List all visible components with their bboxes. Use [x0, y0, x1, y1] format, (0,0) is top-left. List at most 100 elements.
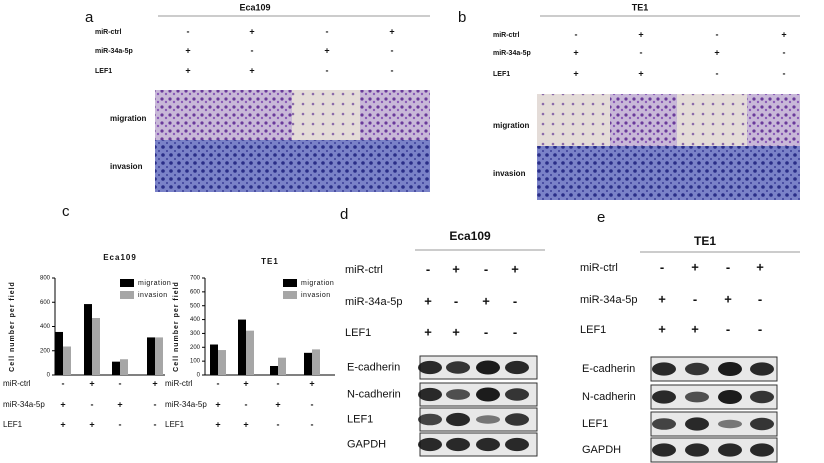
- condition-label: LEF1: [165, 420, 185, 429]
- sign: -: [391, 45, 394, 55]
- sign: -: [693, 291, 697, 306]
- sign: -: [217, 378, 220, 388]
- sign: -: [311, 399, 314, 409]
- blot-band: [652, 390, 676, 404]
- condition-label: LEF1: [3, 420, 23, 429]
- sign: -: [154, 399, 157, 409]
- row-label: miR-34a-5p: [493, 50, 531, 57]
- bar: [120, 359, 128, 375]
- bar: [147, 337, 155, 375]
- row-label: LEF1: [345, 327, 371, 339]
- sign: +: [152, 378, 157, 388]
- legend-swatch: [283, 279, 297, 287]
- sign: +: [511, 261, 519, 276]
- panel-title: Eca109: [239, 2, 270, 12]
- sign: -: [277, 419, 280, 429]
- sign: +: [482, 293, 490, 308]
- blot-band: [505, 388, 529, 401]
- sign: +: [714, 47, 719, 57]
- sign: +: [89, 378, 94, 388]
- blot-label: N-cadherin: [582, 391, 636, 403]
- sign: -: [119, 419, 122, 429]
- condition-label: miR-34a-5p: [165, 400, 207, 409]
- sign: -: [62, 378, 65, 388]
- legend-swatch: [120, 279, 134, 287]
- sign: -: [783, 68, 786, 78]
- panel-title: Eca109: [449, 229, 491, 243]
- panel-label: c: [62, 203, 70, 220]
- y-tick-label: 600: [40, 300, 51, 306]
- sign: +: [185, 65, 190, 75]
- sign: +: [756, 259, 764, 274]
- blot-band: [652, 418, 676, 430]
- sign: +: [452, 261, 460, 276]
- sign: +: [117, 399, 122, 409]
- row-label: miR-ctrl: [345, 264, 383, 276]
- legend-swatch: [120, 291, 134, 299]
- sign: -: [187, 26, 190, 36]
- sign: -: [484, 261, 488, 276]
- sign: -: [640, 47, 643, 57]
- blot-label: GAPDH: [347, 438, 386, 450]
- sign: +: [573, 47, 578, 57]
- sign: -: [426, 261, 430, 276]
- sign: -: [513, 293, 517, 308]
- blot-band: [476, 415, 500, 424]
- bar: [155, 337, 163, 375]
- y-tick-label: 600: [190, 289, 201, 295]
- row-label: LEF1: [95, 68, 112, 75]
- sign: -: [326, 65, 329, 75]
- blot-label: LEF1: [347, 413, 373, 425]
- sign: +: [215, 419, 220, 429]
- sign: -: [91, 399, 94, 409]
- blot-band: [476, 360, 500, 375]
- legend-label: invasion: [301, 292, 331, 299]
- sign: -: [513, 324, 517, 339]
- sign: +: [185, 45, 190, 55]
- blot-label: E-cadherin: [582, 363, 635, 375]
- blot-label: E-cadherin: [347, 361, 400, 373]
- y-tick-label: 0: [47, 373, 51, 379]
- row-label: miR-ctrl: [95, 29, 122, 36]
- legend-label: migration: [301, 280, 334, 287]
- sign: +: [309, 378, 314, 388]
- y-axis-label: Cell number per field: [173, 281, 180, 372]
- y-tick-label: 200: [190, 345, 201, 351]
- cell-images: [155, 90, 800, 200]
- chart-title: Eca109: [103, 253, 137, 262]
- sign: -: [726, 321, 730, 336]
- condition-label: miR-34a-5p: [3, 400, 45, 409]
- y-tick-label: 300: [190, 331, 201, 337]
- sign: +: [275, 399, 280, 409]
- sign: -: [454, 293, 458, 308]
- bar: [312, 349, 320, 375]
- blot-band: [718, 419, 742, 429]
- bar: [63, 346, 71, 375]
- y-tick-label: 200: [40, 348, 51, 354]
- blot-band: [418, 413, 442, 426]
- panel-title: TE1: [694, 234, 716, 248]
- blot-band: [718, 390, 742, 404]
- blot-band: [750, 390, 774, 404]
- image-row-label: migration: [110, 114, 147, 123]
- blot-band: [446, 361, 470, 374]
- blot-band: [685, 443, 709, 457]
- bar: [92, 318, 100, 375]
- bar: [55, 331, 63, 375]
- bar: [218, 350, 226, 375]
- sign: -: [660, 259, 664, 274]
- row-label: miR-34a-5p: [95, 48, 133, 55]
- sign: +: [691, 259, 699, 274]
- blot-band: [652, 362, 676, 376]
- blot-band: [446, 437, 470, 452]
- image-row-label: invasion: [493, 169, 526, 178]
- sign: -: [783, 47, 786, 57]
- blot-band: [750, 362, 774, 376]
- y-tick-label: 0: [197, 373, 201, 379]
- sign: -: [716, 68, 719, 78]
- bar: [112, 361, 120, 375]
- y-tick-label: 400: [190, 317, 201, 323]
- panel-title: TE1: [632, 2, 649, 12]
- chart-title: TE1: [261, 257, 279, 266]
- sign: +: [389, 26, 394, 36]
